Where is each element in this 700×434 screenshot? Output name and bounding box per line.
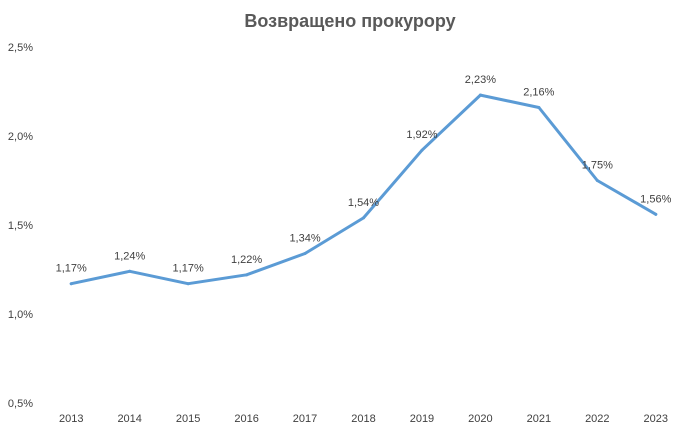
x-tick-label: 2016 [234, 413, 258, 425]
data-label: 2,23% [465, 74, 496, 86]
y-tick-label: 1,0% [8, 309, 33, 321]
series-line [69, 93, 658, 286]
data-label: 1,24% [114, 250, 145, 262]
x-tick-label: 2023 [644, 413, 668, 425]
data-label: 1,17% [56, 263, 87, 275]
x-tick-label: 2015 [176, 413, 200, 425]
x-tick-label: 2022 [585, 413, 609, 425]
x-axis: 2013 2014 2015 2016 2017 2018 2019 2020 2021 2022… [59, 413, 668, 425]
data-point [245, 273, 249, 277]
data-label: 1,75% [582, 160, 613, 172]
x-tick-label: 2021 [527, 413, 551, 425]
x-tick-label: 2013 [59, 413, 83, 425]
chart-title: Возвращено прокурору [244, 11, 455, 31]
x-tick-label: 2020 [468, 413, 492, 425]
x-tick-label: 2014 [117, 413, 141, 425]
data-point [420, 148, 424, 152]
data-label: 1,92% [406, 129, 437, 141]
data-label: 1,54% [348, 197, 379, 209]
data-point [69, 282, 73, 286]
data-label: 2,16% [523, 87, 554, 99]
data-point [478, 93, 482, 97]
x-tick-label: 2018 [351, 413, 375, 425]
data-point [128, 269, 132, 273]
y-axis: 0,5% 1,0% 1,5% 2,0% 2,5% [8, 42, 33, 410]
data-label: 1,22% [231, 254, 262, 266]
data-point [537, 106, 541, 110]
data-point [186, 282, 190, 286]
y-tick-label: 1,5% [8, 220, 33, 232]
x-tick-label: 2019 [410, 413, 434, 425]
data-label: 1,34% [289, 232, 320, 244]
y-tick-label: 0,5% [8, 398, 33, 410]
data-point [595, 179, 599, 182]
data-point [654, 212, 658, 216]
series-group [69, 93, 658, 286]
data-point [303, 251, 307, 255]
y-tick-label: 2,5% [8, 42, 33, 54]
y-tick-label: 2,0% [8, 131, 33, 143]
data-label: 1,56% [640, 193, 671, 205]
data-label: 1,17% [173, 263, 204, 275]
x-tick-label: 2017 [293, 413, 317, 425]
data-labels: 1,17% 1,24% 1,17% 1,22% 1,34% 1,54% 1,92% 2,23%… [56, 74, 672, 275]
data-point [362, 216, 365, 220]
